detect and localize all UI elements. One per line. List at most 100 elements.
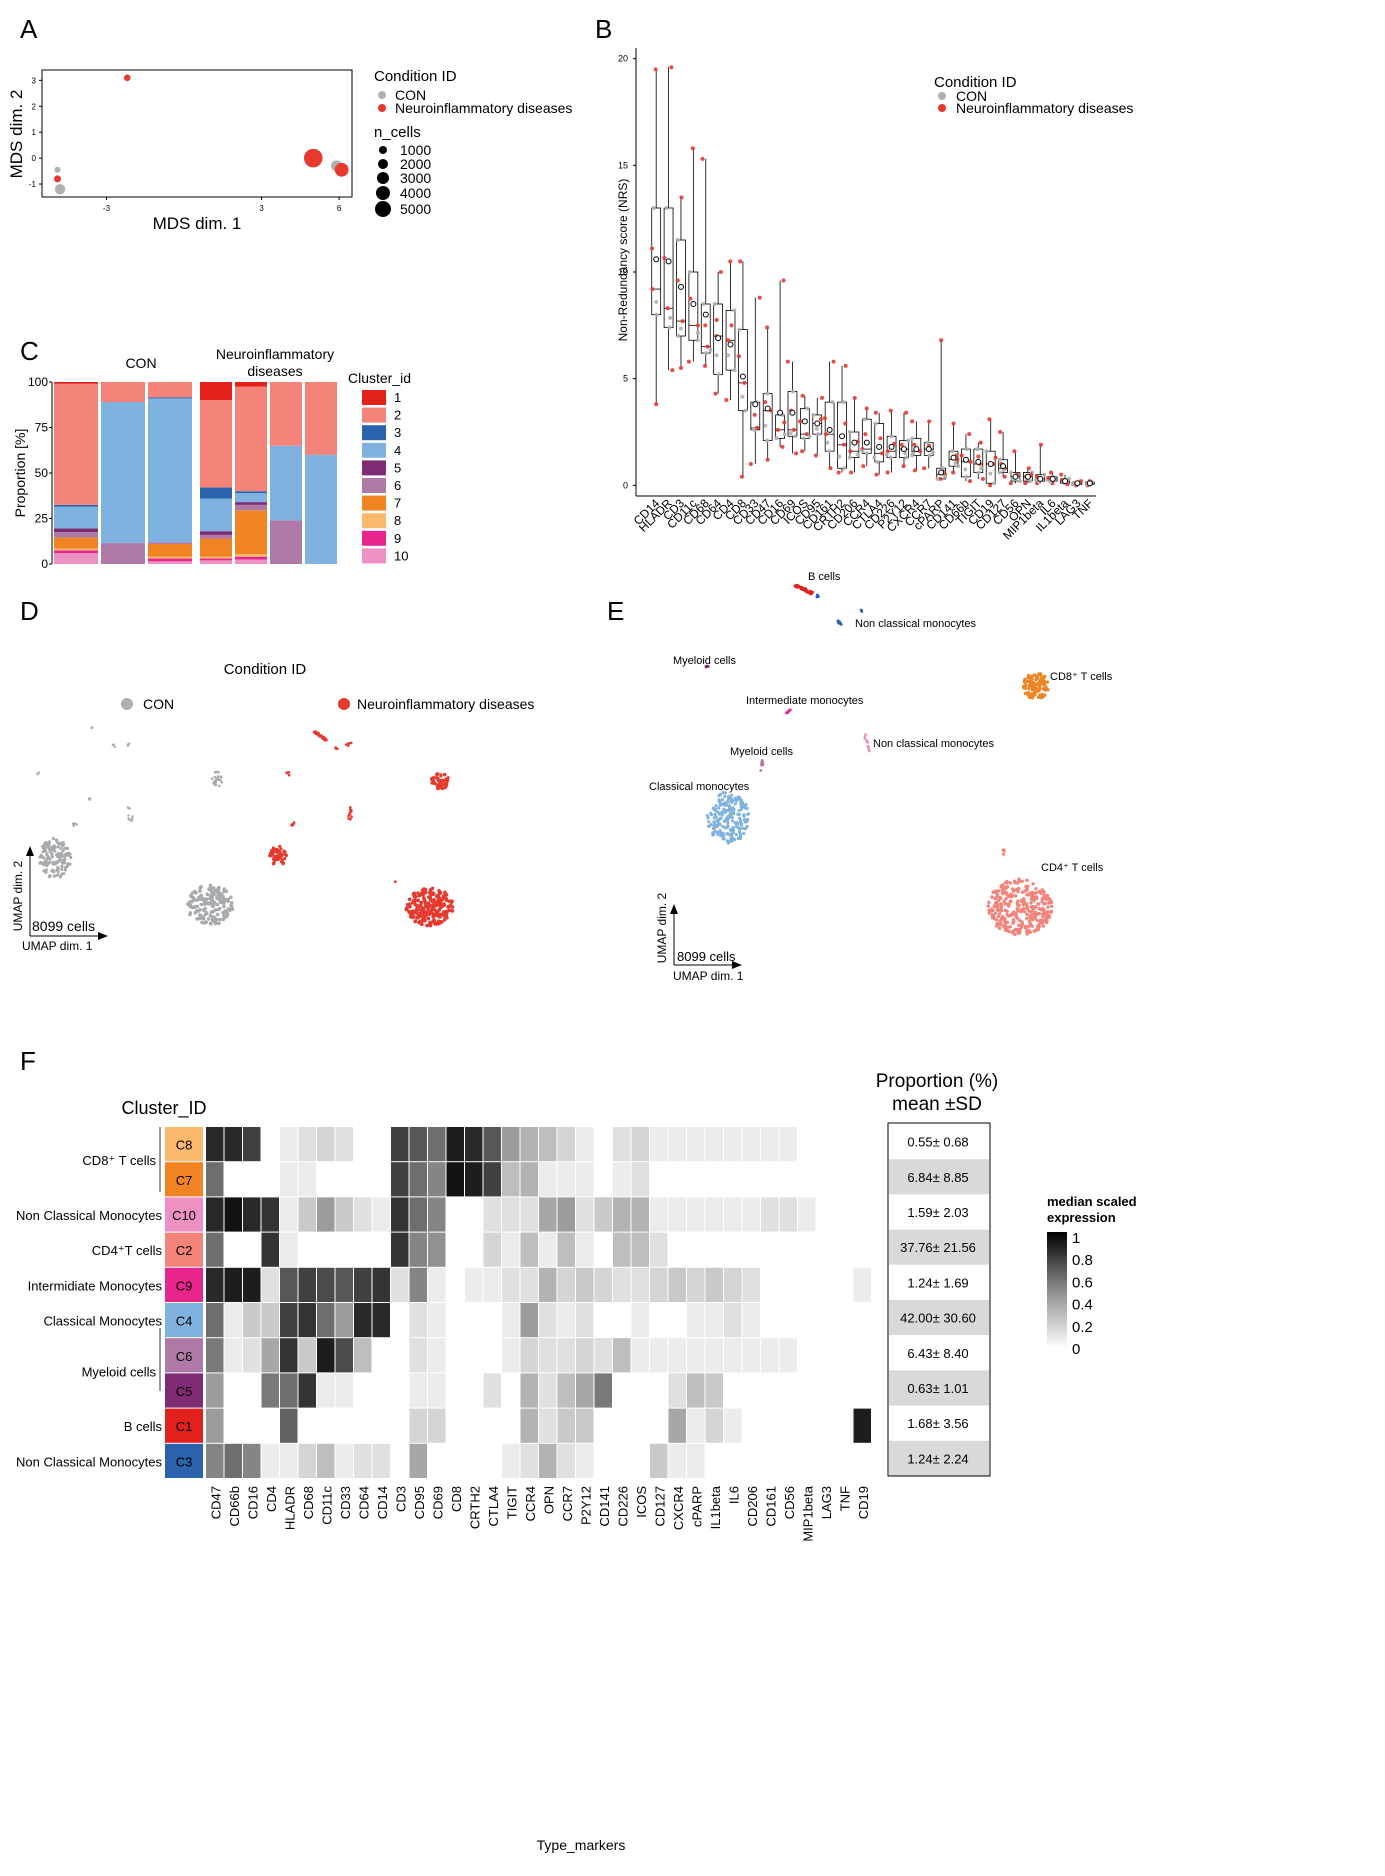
- heatmap-cell: [298, 1162, 316, 1197]
- umap-cell: [712, 806, 716, 811]
- heatmap-cell: [557, 1303, 575, 1338]
- heatmap-cell: [520, 1443, 538, 1478]
- umap-cell: [433, 922, 437, 926]
- umap-cell: [61, 849, 65, 853]
- mds-legend-neuro-swatch: [378, 104, 386, 112]
- heatmap-marker-label: CD4: [264, 1486, 279, 1512]
- heatmap-cell: [317, 1373, 335, 1408]
- umap-cell: [1024, 884, 1028, 889]
- heatmap-cell: [243, 1303, 261, 1338]
- heatmap-row-label: B cells: [124, 1419, 163, 1434]
- umap-cell: [442, 902, 446, 906]
- heatmap-cell: [724, 1338, 742, 1373]
- heatmap-cell: [391, 1443, 409, 1478]
- nrs-sample-point: [827, 449, 832, 454]
- nrs-sample-point: [705, 344, 710, 349]
- umap-cell: [428, 891, 432, 895]
- mds-ytick-label: 2: [32, 102, 37, 111]
- nrs-sample-point: [997, 470, 1002, 475]
- nrs-sample-point: [830, 400, 835, 405]
- heatmap-cell: [779, 1267, 797, 1302]
- heatmap-cell: [650, 1267, 668, 1302]
- heatmap-cell: [557, 1267, 575, 1302]
- umap-d-neuro-spot: [345, 741, 353, 747]
- umap-cell: [1025, 905, 1029, 910]
- umap-cell: [285, 771, 289, 775]
- umap-cell: [859, 608, 863, 612]
- umap-cell: [212, 900, 217, 905]
- umap-cell: [412, 891, 417, 896]
- umap-d-con-cluster-3: [210, 770, 223, 788]
- heatmap-cell: [409, 1127, 427, 1162]
- heatmap-marker-label: CTLA4: [486, 1486, 501, 1526]
- nrs-sample-point: [848, 449, 853, 454]
- umap-cell: [1004, 881, 1009, 885]
- heatmap-cell: [613, 1127, 631, 1162]
- heatmap-cell: [483, 1197, 501, 1232]
- umap-e-yarrow-head: [670, 904, 678, 914]
- mds-xtick-label: 3: [259, 204, 264, 213]
- heatmap-cell: [742, 1373, 760, 1408]
- heatmap-cell: [594, 1303, 612, 1338]
- umap-cell: [208, 896, 213, 901]
- umap-cell: [439, 773, 443, 777]
- umap-cell: [739, 802, 743, 806]
- umap-cell: [42, 869, 46, 873]
- umap-cell: [435, 902, 440, 906]
- umap-cell: [322, 738, 326, 742]
- heatmap-cell: [650, 1338, 668, 1373]
- umap-cell: [744, 803, 748, 807]
- nrs-sample-point: [993, 455, 998, 460]
- umap-cell: [208, 913, 213, 918]
- nrs-sample-point: [1048, 470, 1053, 475]
- umap-cell: [1023, 691, 1027, 696]
- heatmap-cell: [835, 1197, 853, 1232]
- heatmap-cell: [853, 1127, 871, 1162]
- heatmap-cell: [742, 1303, 760, 1338]
- heatmap-cluster-id: C2: [176, 1243, 193, 1258]
- heatmap-cell: [668, 1373, 686, 1408]
- umap-cell: [210, 777, 214, 780]
- umap-cell: [803, 588, 807, 592]
- heatmap-cell: [243, 1232, 261, 1267]
- umap-cell: [706, 665, 710, 668]
- heatmap-cluster-chip: [165, 1373, 203, 1408]
- heatmap-cell: [354, 1162, 372, 1197]
- heatmap-cell: [539, 1338, 557, 1373]
- umap-cell: [443, 786, 447, 790]
- nrs-sample-point: [1008, 481, 1013, 486]
- nrs-sample-point: [976, 470, 981, 475]
- heatmap-cell: [631, 1232, 649, 1267]
- heatmap-cell: [779, 1303, 797, 1338]
- umap-cell: [1029, 921, 1033, 926]
- heatmap-cell: [853, 1408, 871, 1443]
- nrs-sample-point: [813, 453, 818, 458]
- umap-cell: [999, 904, 1004, 908]
- nrs-legend-neuro-label: Neuroinflammatory diseases: [956, 100, 1133, 116]
- umap-cell: [1024, 889, 1029, 893]
- prop-bar-segment: [200, 556, 232, 559]
- umap-cell: [1026, 676, 1030, 680]
- umap-cell: [1039, 674, 1043, 678]
- heatmap-cell: [613, 1373, 631, 1408]
- nrs-sample-point: [1042, 472, 1047, 477]
- heatmap-cell: [576, 1162, 594, 1197]
- nrs-sample-point: [763, 423, 768, 428]
- umap-cell: [739, 799, 743, 803]
- heatmap-cell: [446, 1267, 464, 1302]
- umap-cell: [72, 823, 75, 827]
- heatmap-cell: [224, 1443, 242, 1478]
- umap-cell: [1045, 680, 1050, 684]
- nrs-sample-point: [729, 323, 734, 328]
- heatmap-cell: [206, 1338, 224, 1373]
- prop-legend-label: 9: [394, 531, 401, 546]
- heatmap-cell: [742, 1197, 760, 1232]
- heatmap-cell: [261, 1162, 279, 1197]
- heatmap-legend-tick: 0.8: [1072, 1252, 1093, 1269]
- umap-cell: [63, 846, 67, 850]
- prop-bar-segment: [235, 386, 267, 492]
- umap-cell: [1042, 683, 1046, 687]
- prop-bar-segment: [200, 538, 232, 557]
- heatmap-prop-title-2: mean ±SD: [892, 1094, 982, 1115]
- umap-cell: [416, 898, 421, 903]
